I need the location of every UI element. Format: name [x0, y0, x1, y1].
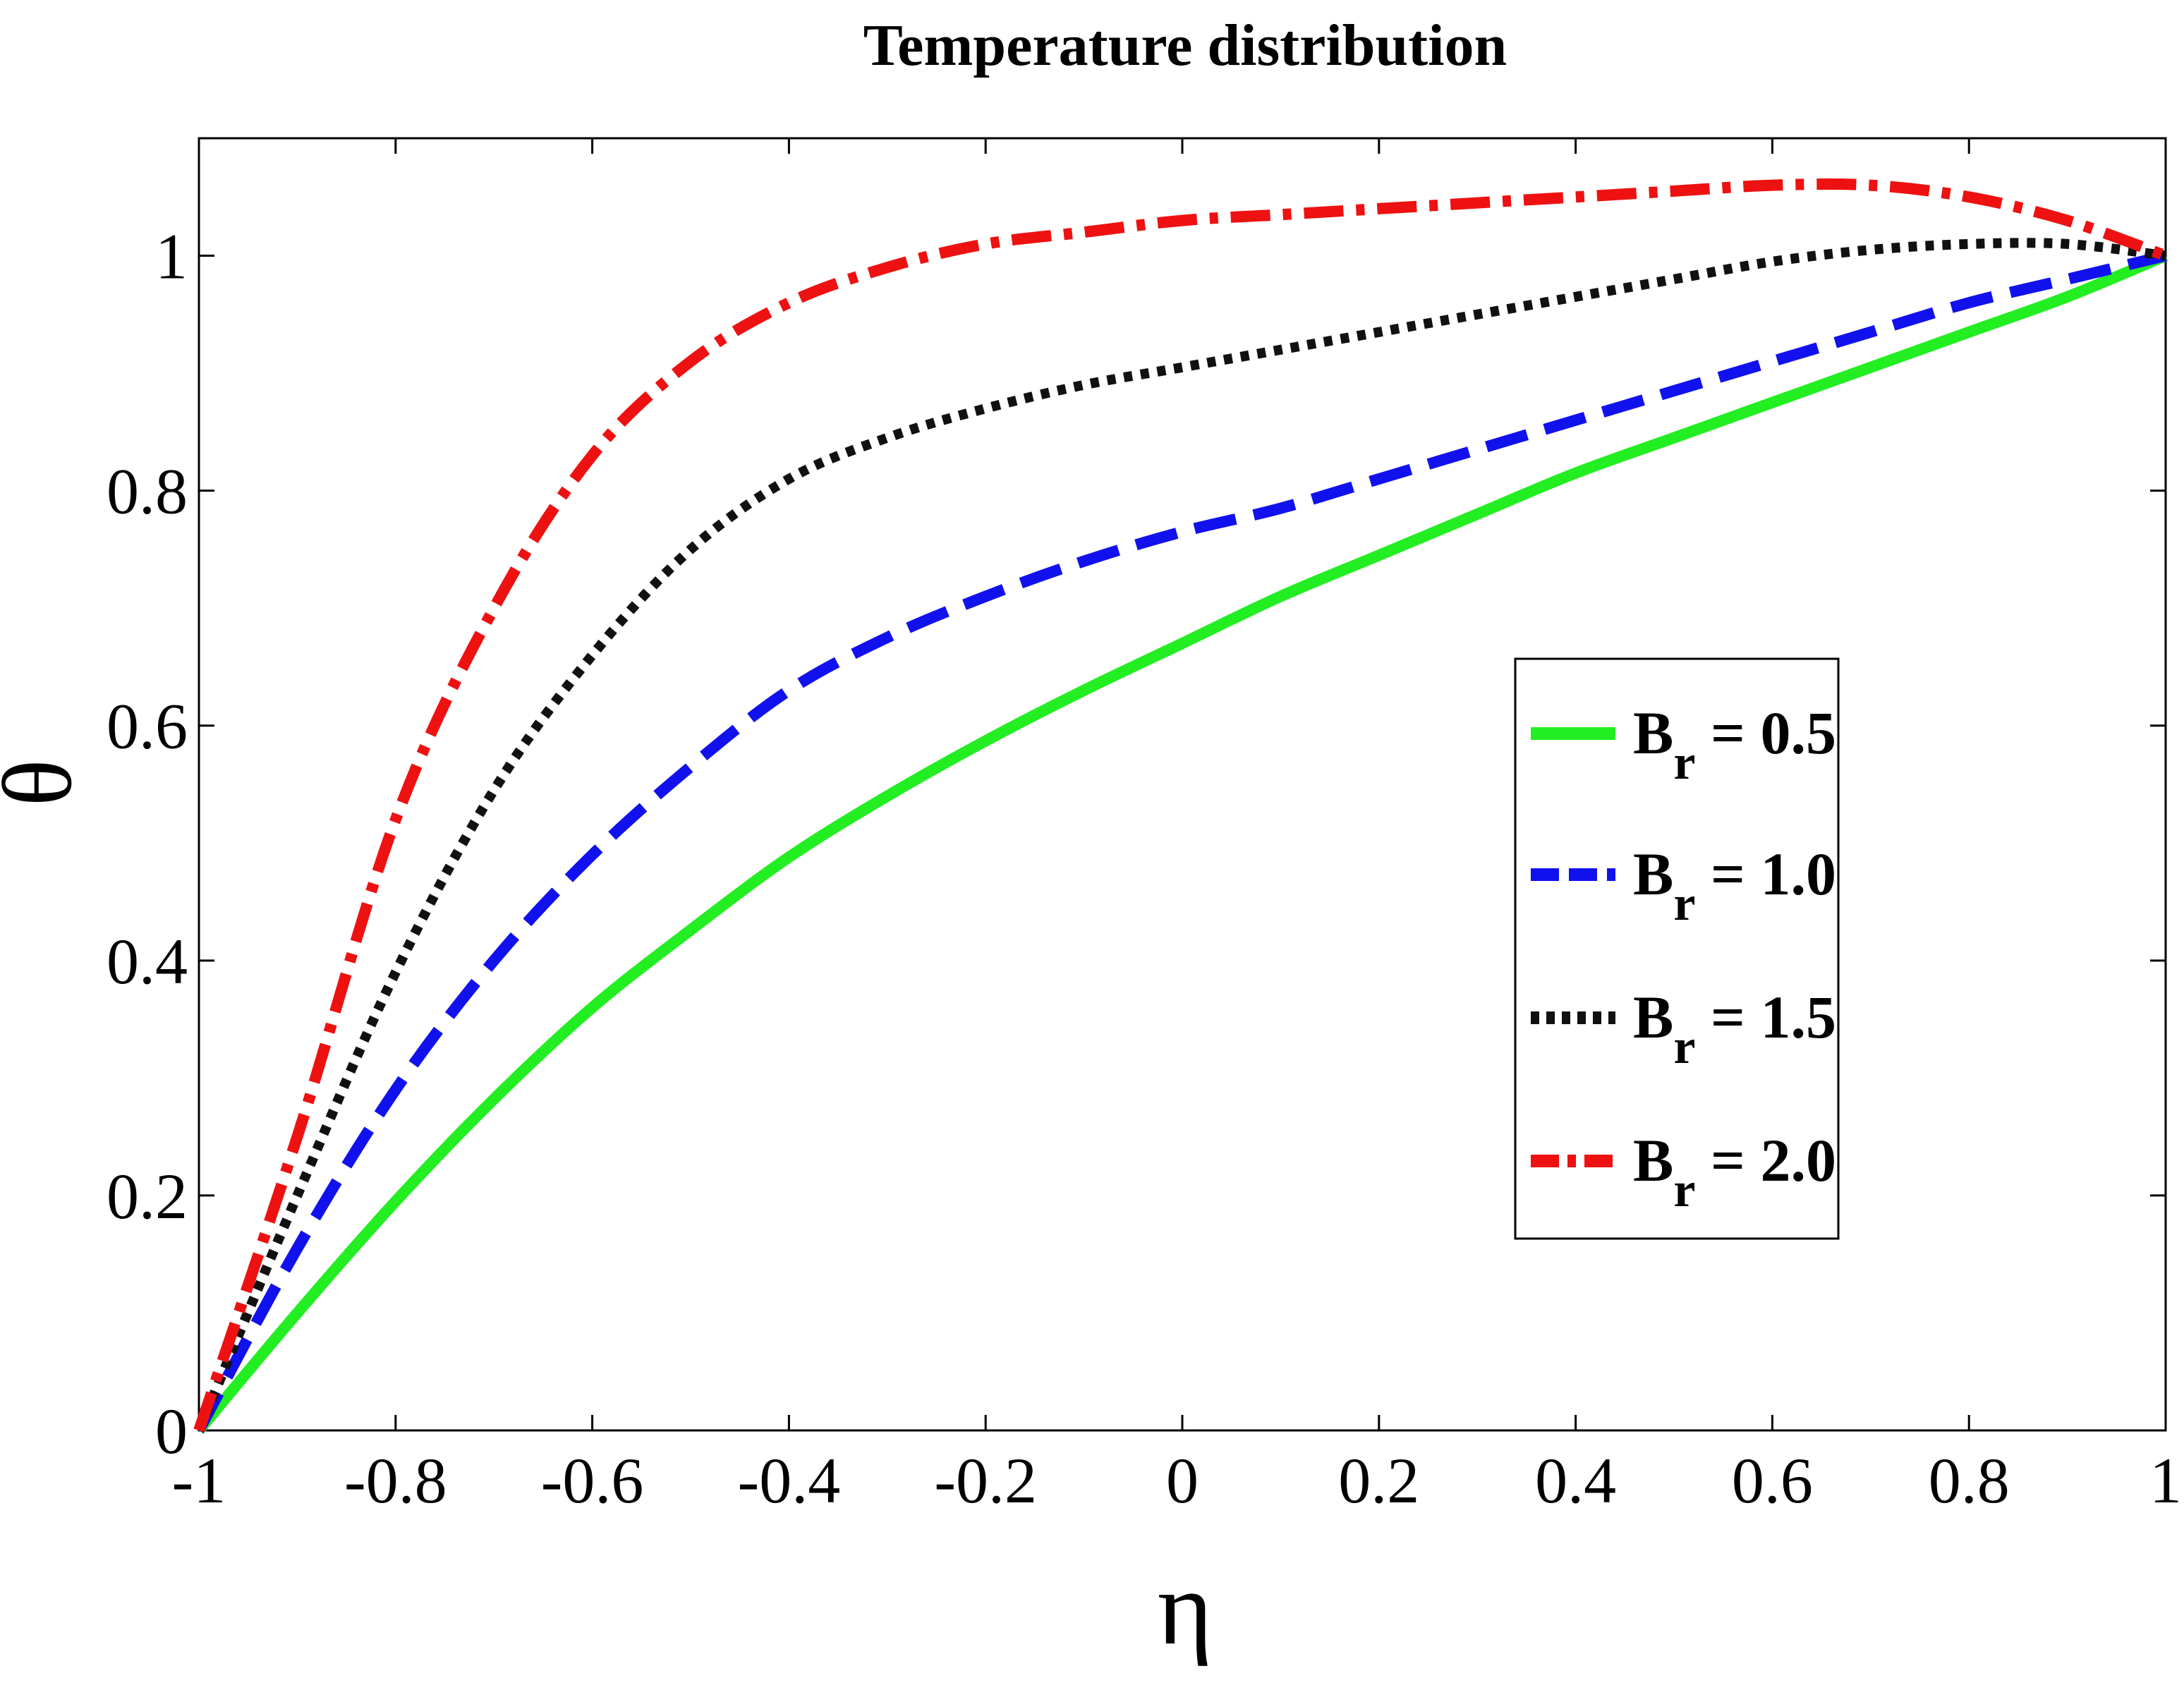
x-tick-label: 0: [1166, 1445, 1199, 1516]
legend-label-1: Br = 0.5: [1633, 699, 1836, 790]
x-tick-label: 0.4: [1535, 1445, 1616, 1516]
x-tick-label: -1: [172, 1445, 226, 1516]
plot-area: -1 -0.8 -0.6 -0.4 -0.2 0 0.2 0.4 0.6 0.8 1 0 0.2 0.4 0…: [107, 137, 2182, 1516]
x-tick-label: -0.8: [344, 1445, 447, 1516]
series-line-4: [193, 178, 2168, 1433]
series-line-2: [193, 250, 2167, 1433]
legend-label-3: Br = 1.5: [1633, 983, 1836, 1074]
y-tick-label: 0.4: [107, 925, 188, 997]
legend-label-4: Br = 2.0: [1633, 1126, 1836, 1217]
x-tick-label: 1: [2149, 1445, 2182, 1516]
y-axis-label: θ: [0, 759, 92, 806]
x-tick-label: 0.8: [1929, 1445, 2010, 1516]
x-axis-label: η: [1158, 1550, 1213, 1667]
y-tick-label: 0.8: [107, 456, 188, 528]
series-line-1: [194, 250, 2168, 1435]
x-tick-label: -0.6: [541, 1445, 644, 1516]
legend-box: [1514, 657, 1840, 1240]
legend-label-2: Br = 1.0: [1633, 840, 1836, 931]
x-tick-label: -0.4: [738, 1445, 841, 1516]
x-tick-label: -0.2: [934, 1445, 1037, 1516]
y-tick-label: 0: [155, 1395, 188, 1467]
series-line-3: [194, 238, 2166, 1433]
x-tick-label: 0.2: [1338, 1445, 1419, 1516]
y-tick-label: 0.6: [107, 691, 188, 762]
y-tick-label: 1: [155, 221, 188, 293]
x-tick-label: 0.6: [1732, 1445, 1813, 1516]
chart-title: Temperature distribution: [863, 13, 1507, 78]
y-tick-label: 0.2: [107, 1160, 188, 1232]
